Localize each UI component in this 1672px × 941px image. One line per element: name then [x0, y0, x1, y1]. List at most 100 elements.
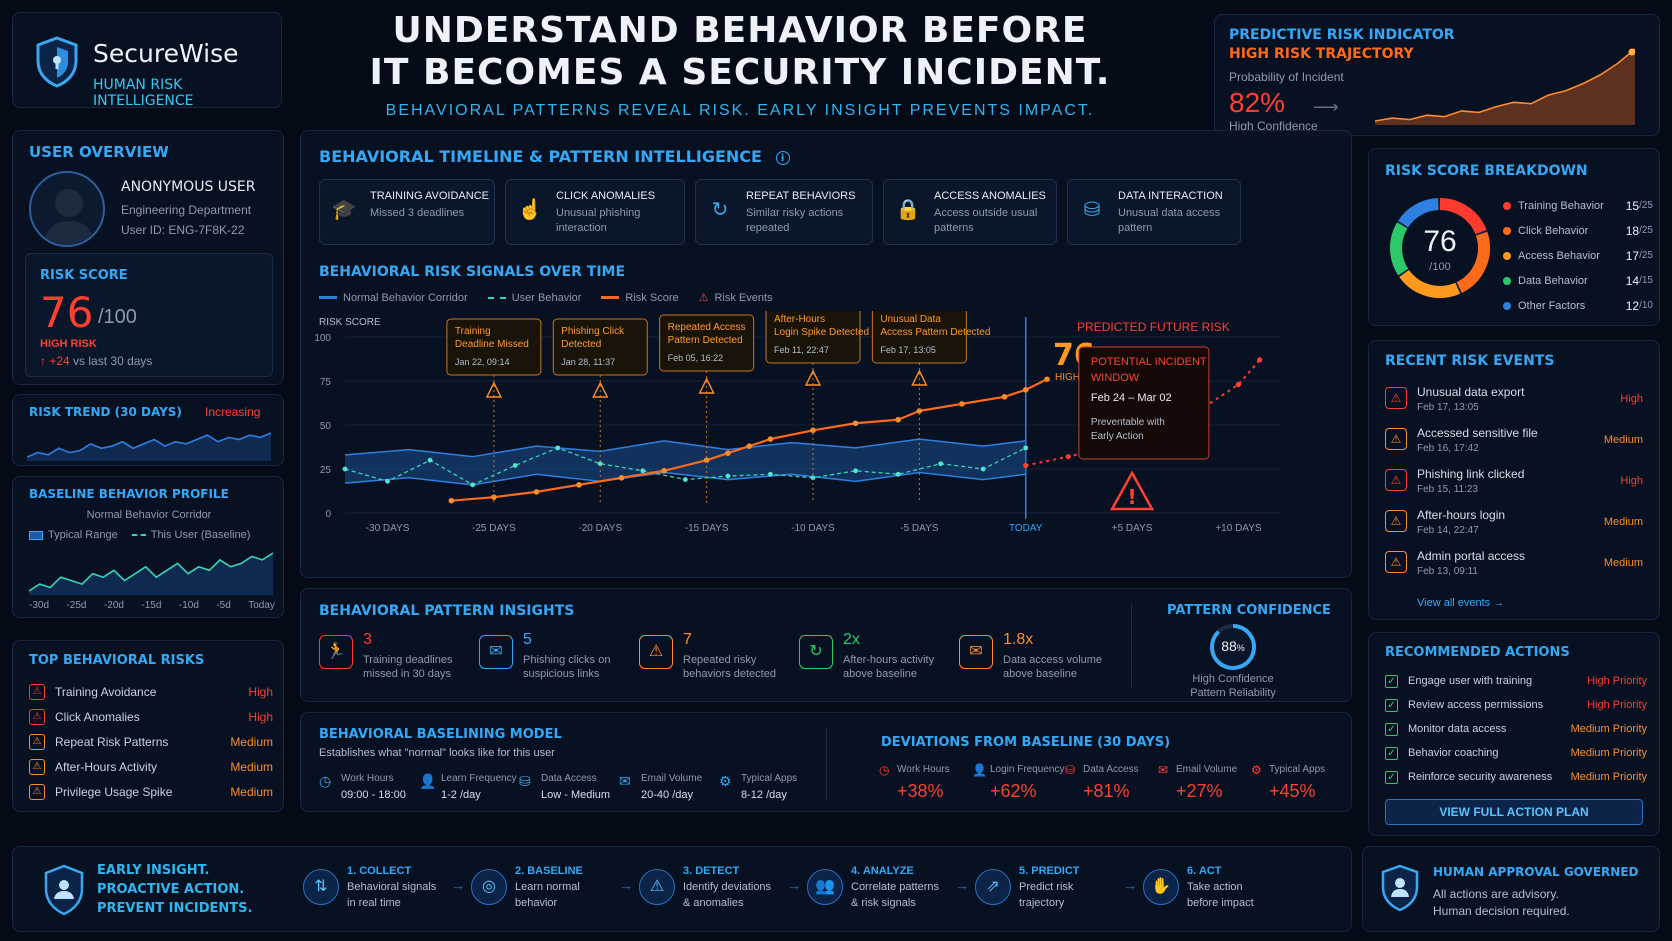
recent-event[interactable]: ⚠ Unusual data export Feb 17, 13:05 High	[1385, 383, 1647, 424]
top-risks-list: ⚠ Training Avoidance High ⚠ Click Anomalies H…	[29, 679, 273, 804]
risk-signals-chart: RISK SCORE 0 25 50 75 100 -30 DAYS -25 DAYS -20 …	[314, 311, 1281, 534]
arrow-right-icon: →	[619, 877, 633, 893]
breakdown-score: 14	[1625, 273, 1640, 288]
pattern-card[interactable]: ⛁ DATA INTERACTION Unusual data access pat…	[1067, 179, 1241, 245]
workflow-step: ⇗ 5. PREDICT Predict risk trajectory →	[975, 863, 1143, 919]
breakdown-panel: RISK SCORE BREAKDOWN 76 /100 Training Be…	[1368, 148, 1660, 326]
risk-item[interactable]: ⚠ After-Hours Activity Medium	[29, 754, 273, 779]
confidence-value: 88%	[1207, 638, 1259, 654]
action-item[interactable]: ✓ Monitor data access Medium Priority	[1385, 717, 1647, 741]
pattern-card[interactable]: ↻ REPEAT BEHAVIORS Similar risky actions r…	[695, 179, 873, 245]
donut-segment	[1398, 198, 1439, 228]
info-icon[interactable]: i	[775, 150, 790, 165]
risk-item[interactable]: ⚠ Privilege Usage Spike Medium	[29, 779, 273, 804]
action-item[interactable]: ✓ Reinforce security awareness Medium Prio…	[1385, 765, 1647, 789]
risk-item-level: High	[248, 684, 273, 699]
step-desc2: trajectory	[1019, 897, 1065, 909]
risk-event-callout: Repeated Access Pattern Detected Feb 05, 1…	[659, 314, 755, 503]
recent-event[interactable]: ⚠ Phishing link clicked Feb 15, 11:23 High	[1385, 465, 1647, 506]
predictive-spark-end	[1628, 48, 1635, 56]
risk-item-level: Medium	[230, 759, 273, 774]
view-all-link[interactable]: View all events →	[1417, 597, 1504, 609]
pattern-card-title: DATA INTERACTION	[1118, 190, 1223, 202]
step-desc1: Predict risk	[1019, 881, 1074, 893]
event-label: Accessed sensitive file	[1417, 426, 1538, 440]
incident-window-note: Preventable with	[1091, 417, 1165, 428]
arrow-right-icon: ⟶	[1313, 97, 1339, 117]
check-icon: ✓	[1385, 698, 1398, 712]
risk-event-callout: Training Deadline Missed Jan 22, 09:14	[446, 318, 542, 503]
donut-segment	[1390, 222, 1409, 276]
risk-item[interactable]: ⚠ Training Avoidance High	[29, 679, 273, 704]
large-warning-icon	[1109, 470, 1155, 511]
deviation-item-label: Work Hours	[897, 764, 950, 775]
action-item[interactable]: ✓ Behavior coaching Medium Priority	[1385, 741, 1647, 765]
corridor-band	[345, 439, 1026, 485]
user-behavior-point	[1023, 445, 1029, 451]
baseline-profile-title: BASELINE BEHAVIOR PROFILE	[29, 487, 229, 501]
deviation-item-value: +81%	[1083, 781, 1130, 801]
predicted-point	[1023, 462, 1029, 469]
actions-title: RECOMMENDED ACTIONS	[1385, 645, 1570, 660]
pattern-card[interactable]: 🔒 ACCESS ANOMALIES Access outside usual pa…	[883, 179, 1057, 245]
risk-item-label: After-Hours Activity	[55, 759, 158, 774]
footer-slogan-line2: PROACTIVE ACTION.	[97, 882, 245, 897]
corridor-legend-swatch	[319, 296, 337, 299]
recent-event[interactable]: ⚠ After-hours login Feb 14, 22:47 Medium	[1385, 506, 1647, 547]
baseline-item-icon: ⚙	[719, 773, 732, 789]
donut-segment	[1439, 198, 1487, 235]
baseline-item-label: Typical Apps	[741, 773, 798, 784]
baseline-item: ✉ Email Volume 20-40 /day	[619, 773, 719, 805]
user-behavior-point	[597, 461, 603, 467]
deviation-item-value: +27%	[1176, 781, 1223, 801]
deviation-item-icon: ◷	[879, 763, 890, 777]
risk-score-point	[1001, 394, 1008, 400]
baseline-tick: -20d	[103, 600, 124, 611]
arrow-up-icon: ↑	[40, 354, 46, 368]
action-item[interactable]: ✓ Review access permissions High Priority	[1385, 693, 1647, 717]
user-behavior-point	[980, 466, 986, 472]
legend-corridor: Normal Behavior Corridor	[343, 291, 468, 304]
governance-line1: All actions are advisory.	[1433, 887, 1559, 901]
risk-item[interactable]: ⚠ Click Anomalies High	[29, 704, 273, 729]
user-legend-swatch	[487, 296, 506, 299]
person-shield-icon	[1379, 863, 1421, 913]
risk-score-point	[725, 450, 731, 456]
predictive-subtitle: HIGH RISK TRAJECTORY	[1229, 46, 1414, 62]
risk-trend-title: RISK TREND (30 DAYS)	[29, 405, 182, 419]
baseline-item: ⚙ Typical Apps 8-12 /day	[719, 773, 819, 805]
brand-panel: SecureWise HUMAN RISK INTELLIGENCE	[12, 12, 282, 109]
step-icon: ✋	[1143, 869, 1179, 905]
risk-item[interactable]: ⚠ Repeat Risk Patterns Medium	[29, 729, 273, 754]
pattern-card[interactable]: ☝ CLICK ANOMALIES Unusual phishing interac…	[505, 179, 685, 245]
baseline-profile-area	[29, 553, 273, 595]
predicted-point	[1235, 381, 1242, 388]
confidence-title: PATTERN CONFIDENCE	[1167, 603, 1331, 618]
action-item[interactable]: ✓ Engage user with training High Priority	[1385, 669, 1647, 693]
recent-event[interactable]: ⚠ Accessed sensitive file Feb 16, 17:42 Med…	[1385, 424, 1647, 465]
x-tick-label: -30 DAYS	[366, 523, 410, 534]
pattern-card[interactable]: 🎓 TRAINING AVOIDANCE Missed 3 deadlines	[319, 179, 495, 245]
baseline-tick: Today	[248, 600, 275, 611]
recent-event[interactable]: ⚠ Admin portal access Feb 13, 09:11 Medium	[1385, 547, 1647, 588]
check-icon: ✓	[1385, 746, 1398, 760]
breakdown-dot	[1503, 301, 1511, 310]
breakdown-item: Training Behavior 15/25	[1503, 193, 1653, 218]
timeline-cards: 🎓 TRAINING AVOIDANCE Missed 3 deadlines ☝ CL…	[319, 179, 1241, 245]
workflow-step: ⇅ 1. COLLECT Behavioral signals in real tim…	[303, 863, 471, 919]
user-behavior-point	[385, 478, 390, 484]
timeline-title: BEHAVIORAL TIMELINE & PATTERN INTELLIGEN…	[319, 147, 790, 166]
insight-icon: ✉	[479, 635, 513, 669]
footer-steps: ⇅ 1. COLLECT Behavioral signals in real tim…	[303, 863, 1311, 919]
insight-icon: ↻	[799, 635, 833, 669]
predictive-spark-line	[1375, 48, 1635, 122]
breakdown-max: /25	[1639, 225, 1653, 236]
chart-title: BEHAVIORAL RISK SIGNALS OVER TIME	[319, 264, 626, 280]
pattern-card-desc: Missed 3 deadlines	[370, 207, 465, 219]
breakdown-dot	[1503, 201, 1511, 210]
event-level: Medium	[1603, 434, 1643, 446]
view-action-plan-button[interactable]: VIEW FULL ACTION PLAN	[1385, 799, 1643, 825]
deviation-item: ⛁ Data Access +81%	[1065, 763, 1158, 805]
baseline-profile-chart	[29, 552, 273, 595]
workflow-step: ✋ 6. ACT Take action before impact	[1143, 863, 1311, 919]
